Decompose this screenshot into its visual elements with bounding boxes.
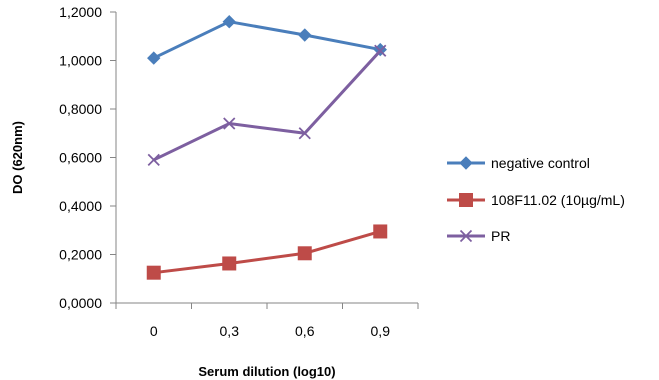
data-point <box>298 127 311 140</box>
y-tick-label: 1,0000 <box>59 53 102 69</box>
y-tick-label: 0,8000 <box>59 101 102 117</box>
y-axis-title: DO (620nm) <box>10 121 25 194</box>
legend-item: PR <box>447 228 510 244</box>
legend: negative control 108F11.02 (10µg/mL) PR <box>447 155 625 244</box>
data-point <box>373 224 388 239</box>
data-point <box>297 246 312 261</box>
legend-item: negative control <box>447 155 590 171</box>
legend-item: 108F11.02 (10µg/mL) <box>447 192 625 208</box>
series-1 <box>146 224 388 280</box>
legend-marker <box>459 156 473 170</box>
legend-marker <box>459 193 473 207</box>
series-0 <box>147 14 387 65</box>
data-point <box>147 51 161 65</box>
legend-label: negative control <box>491 155 590 171</box>
series-layer <box>146 14 388 280</box>
series-line <box>153 20 381 60</box>
data-point <box>222 256 237 271</box>
series-2 <box>147 44 387 167</box>
y-tick-label: 0,2000 <box>59 247 102 263</box>
x-axis-title: Serum dilution (log10) <box>198 364 335 379</box>
series-line <box>153 49 382 162</box>
y-ticks: 0,0000 0,2000 0,4000 0,6000 0,8000 1,0000 1,20… <box>59 4 116 311</box>
y-tick-label: 1,2000 <box>59 4 102 20</box>
legend-marker <box>459 229 473 243</box>
x-tick-label: 0,9 <box>371 323 391 339</box>
data-point <box>223 117 236 130</box>
y-tick-label: 0,0000 <box>59 295 102 311</box>
series-line <box>153 230 381 275</box>
legend-label: 108F11.02 (10µg/mL) <box>491 192 625 208</box>
y-tick-label: 0,6000 <box>59 150 102 166</box>
legend-label: PR <box>491 228 510 244</box>
x-tick-label: 0,3 <box>220 323 240 339</box>
x-tick-label: 0,6 <box>295 323 315 339</box>
data-point <box>147 153 160 167</box>
data-point <box>146 265 161 280</box>
x-ticks: 0 0,3 0,6 0,9 <box>115 303 419 339</box>
data-point <box>374 44 387 57</box>
data-point <box>222 14 236 29</box>
y-tick-label: 0,4000 <box>59 198 102 214</box>
data-point <box>298 28 312 42</box>
x-tick-label: 0 <box>150 323 158 339</box>
